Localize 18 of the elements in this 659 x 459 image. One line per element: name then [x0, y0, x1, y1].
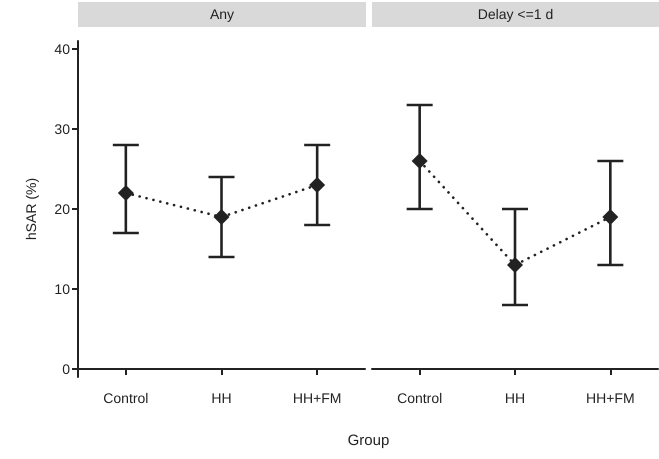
x-axis-title: Group — [346, 432, 390, 449]
point — [309, 177, 326, 193]
point — [214, 209, 230, 225]
x-tick-label: HH — [504, 390, 526, 406]
point — [118, 185, 134, 201]
y-tick-label: 10 — [54, 281, 70, 297]
y-tick-label: 30 — [54, 121, 70, 137]
x-tick-label: HH+FM — [292, 390, 342, 406]
chart-title: Any — [78, 2, 366, 27]
x-tick-label: HH+FM — [586, 390, 635, 406]
x-tick-label: Control — [103, 390, 148, 406]
x-tick-label: HH — [211, 390, 232, 406]
chart-title: Delay <=1 d — [372, 2, 659, 27]
y-tick-label: 0 — [62, 361, 70, 377]
x-tick-label: Control — [397, 390, 442, 406]
y-tick-label: 40 — [54, 41, 70, 57]
y-axis-title: hSAR (%) — [23, 178, 39, 240]
y-tick-label: 20 — [54, 201, 70, 217]
